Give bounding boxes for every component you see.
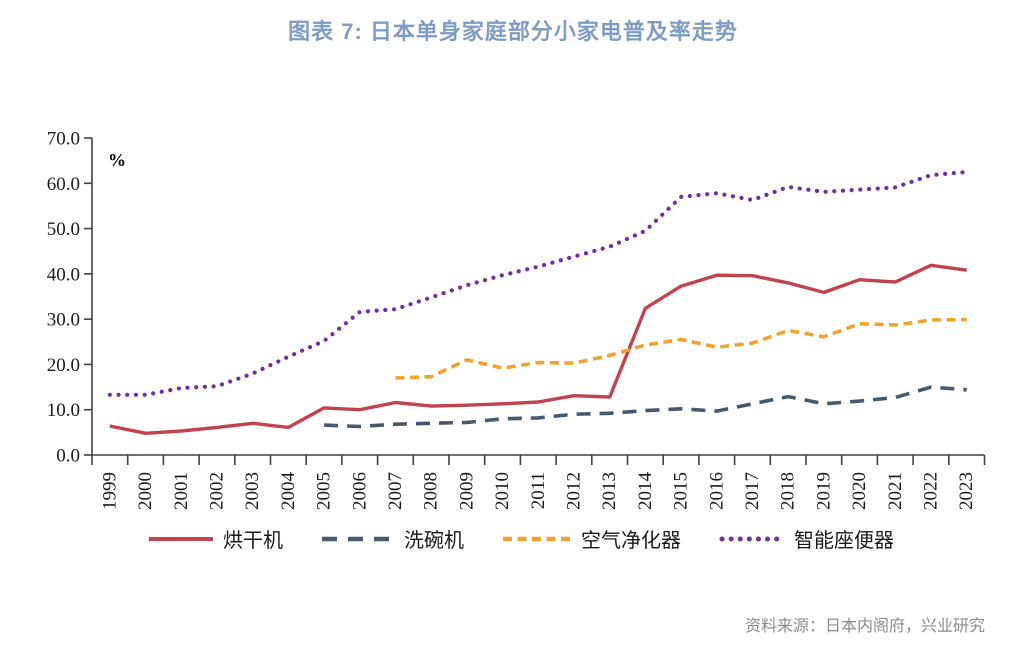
- y-axis-tick-label: 20.0: [47, 355, 80, 376]
- x-axis-year-label: 2022: [920, 472, 941, 510]
- legend-label-dryer: 烘干机: [223, 530, 283, 552]
- x-axis-year-label: 2011: [528, 472, 549, 509]
- y-axis-tick-label: 10.0: [47, 400, 80, 421]
- legend-label-dishwasher: 洗碗机: [404, 530, 464, 552]
- x-axis-year-label: 2006: [349, 472, 370, 510]
- x-axis-year-label: 2023: [956, 472, 977, 510]
- x-axis-year-label: 2005: [314, 472, 335, 510]
- x-axis-year-label: 2010: [492, 472, 513, 510]
- legend-label-air-purifier: 空气净化器: [581, 530, 681, 552]
- chart-title: 图表 7: 日本单身家庭部分小家电普及率走势: [288, 19, 738, 44]
- series-line-0: [109, 263, 967, 435]
- x-axis-year-label: 2008: [421, 472, 442, 510]
- y-axis-tick-label: 0.0: [56, 446, 80, 467]
- legend-item-air-purifier: 空气净化器: [502, 524, 681, 553]
- x-axis-year-label: 2016: [706, 472, 727, 510]
- x-axis-year-label: 2017: [742, 472, 763, 510]
- dryer-line-swatch: [149, 536, 213, 541]
- smart-toilet-line-swatch: [719, 536, 785, 541]
- x-axis-year-label: 2012: [563, 472, 584, 510]
- x-axis-year-label: 2004: [278, 472, 299, 511]
- legend-item-dishwasher: 洗碗机: [321, 524, 464, 553]
- source-note: 资料来源：日本内阁府，兴业研究: [744, 618, 985, 635]
- x-axis-year-label: 2015: [671, 472, 692, 510]
- y-axis-tick-label: 40.0: [47, 264, 80, 285]
- legend-item-smart-toilet: 智能座便器: [719, 524, 894, 553]
- x-axis-year-label: 2000: [135, 472, 156, 510]
- y-axis-tick-label: 50.0: [47, 219, 80, 240]
- legend-item-dryer: 烘干机: [148, 524, 283, 553]
- x-axis-year-label: 1999: [99, 472, 120, 510]
- x-axis-year-label: 2002: [206, 472, 227, 510]
- y-axis-tick-label: 30.0: [47, 310, 80, 331]
- legend-label-smart-toilet: 智能座便器: [794, 530, 894, 552]
- x-axis-year-label: 2009: [456, 472, 477, 510]
- dishwasher-line-swatch: [322, 536, 394, 541]
- y-axis-tick-label: 70.0: [47, 129, 80, 150]
- y-axis-tick-label: 60.0: [47, 174, 80, 195]
- x-axis-year-label: 2020: [849, 472, 870, 510]
- x-axis-year-label: 2014: [635, 472, 656, 511]
- x-axis-year-label: 2021: [885, 472, 906, 510]
- x-axis-year-label: 2007: [385, 472, 406, 510]
- x-axis-year-label: 2013: [599, 472, 620, 510]
- x-axis-year-label: 2003: [242, 472, 263, 510]
- series-line-2: [395, 317, 967, 380]
- x-axis-year-label: 2001: [171, 472, 192, 510]
- series-line-1: [324, 385, 967, 429]
- line-chart: 0.0 10.0 20.0 30.0 40.0 50.0 60.0 70.0% 1999 2000…: [47, 129, 986, 511]
- x-axis-year-label: 2018: [778, 472, 799, 510]
- chart-legend: 烘干机 洗碗机 空气净化器 智能座便器: [148, 524, 894, 553]
- air-purifier-line-swatch: [503, 536, 571, 541]
- series-line-3: [107, 169, 969, 397]
- y-axis-unit-label: %: [108, 150, 126, 170]
- x-axis-year-label: 2019: [813, 472, 834, 510]
